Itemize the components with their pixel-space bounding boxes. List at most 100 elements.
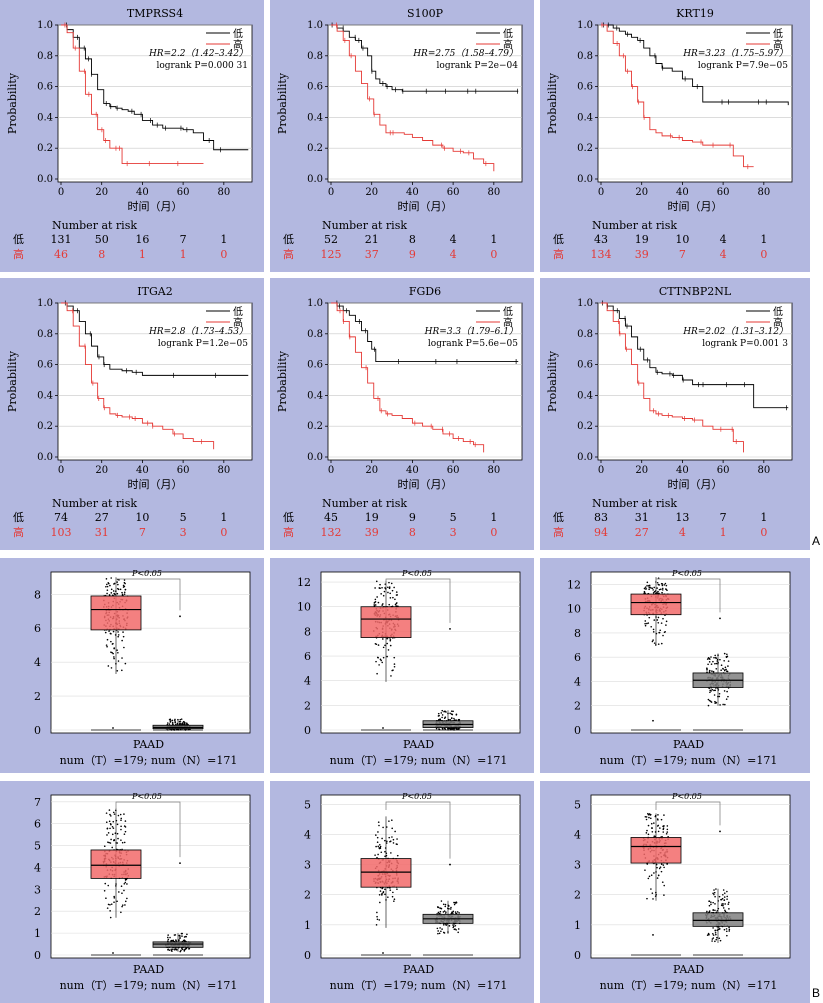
data-point bbox=[377, 845, 380, 848]
plot-area bbox=[57, 302, 253, 461]
data-point bbox=[435, 727, 438, 730]
x-tick-label: 20 bbox=[95, 187, 108, 198]
y-tick-label: 0 bbox=[574, 724, 581, 737]
plot-area bbox=[327, 302, 523, 461]
data-point bbox=[455, 929, 457, 931]
km-curve-high bbox=[331, 24, 495, 172]
data-point bbox=[443, 710, 445, 713]
data-point bbox=[178, 934, 181, 937]
data-point bbox=[450, 906, 452, 909]
data-point bbox=[448, 925, 451, 927]
risk-row-label: 低 bbox=[283, 511, 294, 524]
data-point bbox=[663, 884, 666, 887]
data-point bbox=[714, 689, 716, 692]
risk-count: 10 bbox=[675, 233, 689, 246]
data-point bbox=[446, 727, 449, 730]
risk-count: 0 bbox=[220, 526, 227, 539]
y-tick-label: 1.0 bbox=[307, 20, 323, 31]
data-point bbox=[453, 729, 455, 731]
data-point bbox=[715, 701, 718, 704]
data-point bbox=[646, 622, 648, 625]
y-tick-label: 3 bbox=[304, 859, 311, 872]
risk-count: 134 bbox=[591, 248, 612, 261]
data-point bbox=[728, 930, 731, 932]
data-point bbox=[722, 703, 724, 706]
x-axis-label: PAAD bbox=[403, 738, 434, 751]
data-point bbox=[107, 665, 110, 667]
data-point bbox=[661, 591, 663, 594]
risk-table-title: Number at risk bbox=[52, 219, 137, 232]
data-point bbox=[657, 577, 660, 579]
y-tick-label: 3 bbox=[34, 883, 41, 896]
risk-count: 74 bbox=[54, 511, 68, 524]
data-point bbox=[183, 949, 186, 951]
data-point bbox=[104, 882, 107, 885]
data-point bbox=[384, 855, 386, 858]
data-point bbox=[116, 649, 118, 651]
data-point bbox=[653, 872, 655, 874]
data-point bbox=[171, 719, 173, 722]
data-point bbox=[708, 699, 711, 702]
y-tick-label: 1.0 bbox=[37, 298, 53, 309]
y-axis-label: Probability bbox=[546, 350, 559, 412]
data-point bbox=[712, 892, 714, 895]
y-tick-label: 0.0 bbox=[307, 174, 323, 185]
risk-count: 27 bbox=[635, 526, 649, 539]
logrank-label: logrank P=1.2e−05 bbox=[158, 339, 248, 349]
data-point bbox=[437, 906, 440, 909]
km-curve-high bbox=[61, 24, 204, 165]
risk-count: 19 bbox=[365, 511, 379, 524]
data-point bbox=[708, 661, 711, 663]
data-point bbox=[453, 901, 455, 904]
data-point bbox=[124, 830, 127, 833]
data-point bbox=[387, 586, 389, 589]
figure-label-b: B bbox=[812, 986, 821, 1000]
data-point bbox=[391, 669, 393, 672]
data-point bbox=[722, 889, 725, 891]
risk-count: 16 bbox=[135, 233, 149, 246]
data-point bbox=[383, 590, 386, 593]
data-point bbox=[724, 909, 726, 912]
risk-count: 1 bbox=[180, 248, 187, 261]
significance-bracket bbox=[655, 578, 721, 613]
y-tick-label: 1.0 bbox=[577, 20, 593, 31]
risk-count: 39 bbox=[365, 526, 379, 539]
data-point bbox=[660, 818, 663, 821]
data-point bbox=[389, 592, 391, 595]
data-point bbox=[115, 662, 117, 665]
data-point bbox=[174, 721, 177, 724]
x-tick-label: 80 bbox=[757, 187, 770, 198]
risk-count: 7 bbox=[180, 233, 187, 246]
data-point bbox=[447, 907, 449, 910]
data-point bbox=[724, 669, 726, 671]
significance-bracket bbox=[385, 801, 451, 859]
data-point bbox=[644, 624, 647, 627]
data-point bbox=[666, 589, 668, 592]
data-point bbox=[453, 903, 456, 906]
data-point bbox=[714, 654, 716, 657]
significance-label: P<0.05 bbox=[401, 792, 432, 801]
data-point bbox=[124, 662, 127, 665]
data-point bbox=[380, 659, 382, 662]
data-point bbox=[727, 660, 730, 662]
box-chart-4: 0 1 2 3 4 5 6 7 P<0.05 PAAD num（T）=179; num（N）=171 bbox=[34, 792, 251, 992]
x-tick-label: 80 bbox=[217, 465, 230, 476]
y-axis-label: Probability bbox=[276, 72, 289, 134]
risk-count: 4 bbox=[720, 233, 727, 246]
plot-area bbox=[50, 794, 251, 959]
data-point bbox=[661, 584, 664, 587]
data-point bbox=[453, 727, 455, 730]
risk-count: 1 bbox=[139, 248, 146, 261]
data-point bbox=[661, 583, 664, 585]
data-point bbox=[379, 583, 381, 586]
data-point bbox=[113, 813, 116, 815]
data-point bbox=[706, 668, 708, 670]
chart-title: ITGA2 bbox=[137, 285, 172, 298]
data-point bbox=[378, 664, 380, 666]
data-point bbox=[645, 818, 648, 821]
data-point bbox=[377, 601, 380, 604]
data-point bbox=[109, 842, 112, 844]
data-point bbox=[657, 814, 659, 816]
data-point bbox=[168, 718, 171, 721]
legend-label: 低 bbox=[503, 27, 513, 40]
